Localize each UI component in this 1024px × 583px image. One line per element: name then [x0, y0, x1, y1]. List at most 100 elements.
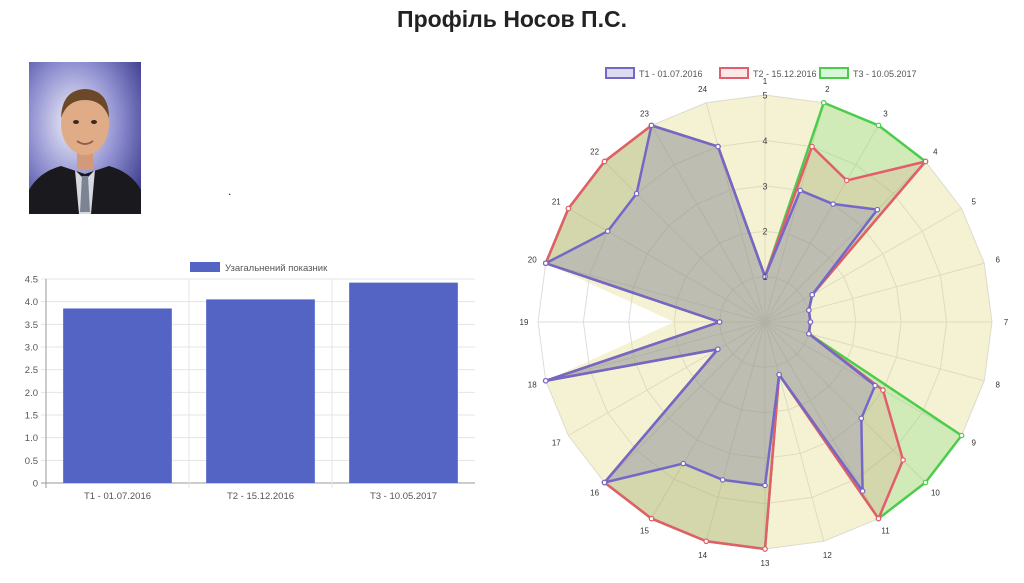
- legend-label: Т3 - 10.05.2017: [853, 69, 917, 79]
- radar-point: [806, 307, 812, 314]
- radar-point: [565, 205, 572, 212]
- radar-tick-label: 3: [762, 181, 767, 191]
- radar-point: [858, 415, 865, 422]
- y-tick-label: 1.0: [25, 433, 38, 444]
- radar-point: [633, 190, 640, 197]
- radar-axis-label: 24: [698, 85, 707, 94]
- radar-tick-label: 2: [762, 227, 767, 237]
- radar-axis-label: 22: [590, 148, 599, 157]
- y-tick-label: 0: [33, 479, 38, 490]
- radar-point: [797, 187, 804, 194]
- radar-point: [601, 479, 608, 486]
- x-tick-label: Т2 - 15.12.2016: [227, 491, 294, 502]
- radar-axis-label: 16: [590, 488, 599, 497]
- legend-swatch: [719, 67, 749, 79]
- radar-spoke: [705, 321, 766, 542]
- radar-spoke: [764, 125, 879, 323]
- radar-axis-label: 1: [763, 77, 768, 86]
- radar-axis-label: 18: [528, 380, 537, 389]
- radar-axis-label: 23: [640, 109, 649, 118]
- legend-swatch: [819, 67, 849, 79]
- radar-spoke: [764, 321, 825, 542]
- radar-spoke: [764, 321, 985, 382]
- radar-point: [719, 477, 726, 483]
- radar-point: [874, 206, 881, 213]
- radar-point: [776, 371, 782, 378]
- legend-label: Т1 - 01.07.2016: [639, 69, 703, 79]
- radar-point: [542, 377, 549, 384]
- radar-axis-label: 10: [931, 488, 940, 497]
- radar-spoke: [705, 102, 766, 323]
- radar-point: [809, 143, 815, 150]
- radar-point: [807, 319, 814, 325]
- radar-axis-label: 4: [933, 148, 938, 157]
- caption-dot: .: [228, 184, 232, 198]
- y-tick-label: 4.0: [25, 297, 38, 308]
- radar-axis-label: 6: [996, 256, 1001, 265]
- radar-tick-label: 5: [762, 91, 767, 101]
- radar-tick-label: 4: [762, 136, 767, 146]
- radar-point: [715, 143, 721, 150]
- radar-point: [680, 460, 687, 467]
- radar-point: [762, 273, 768, 280]
- radar-point: [843, 177, 850, 184]
- radar-point: [900, 457, 906, 463]
- radar-axis-label: 17: [552, 439, 561, 448]
- profile-photo: [29, 62, 141, 214]
- radar-point: [762, 482, 768, 489]
- radar-axis-label: 15: [640, 527, 649, 536]
- radar-spoke: [604, 321, 766, 483]
- radar-point: [716, 319, 723, 325]
- bar: [206, 299, 315, 483]
- radar-point: [875, 515, 882, 522]
- bar: [349, 282, 458, 483]
- radar-point: [872, 382, 878, 389]
- radar-point: [648, 122, 655, 129]
- radar-tick-label: 1: [762, 272, 767, 282]
- radar-point: [648, 515, 655, 522]
- legend-label: Узагальнений показник: [225, 263, 328, 274]
- radar-spoke: [604, 161, 766, 323]
- y-tick-label: 2.0: [25, 388, 38, 399]
- radar-spoke: [764, 321, 962, 436]
- radar-point: [542, 260, 549, 267]
- radar-point: [703, 538, 710, 545]
- y-tick-label: 1.5: [25, 411, 38, 422]
- radar-axis-label: 2: [825, 85, 830, 94]
- radar-axis-label: 3: [883, 109, 888, 118]
- radar-spoke: [764, 161, 926, 323]
- radar-spoke: [568, 208, 766, 323]
- radar-spoke: [764, 208, 962, 323]
- y-tick-label: 4.5: [25, 275, 38, 286]
- radar-point: [830, 201, 836, 207]
- legend-label: Т2 - 15.12.2016: [753, 69, 817, 79]
- y-tick-label: 3.0: [25, 343, 38, 354]
- radar-axis-label: 8: [996, 380, 1001, 389]
- radar-point: [922, 479, 929, 486]
- radar-point: [604, 228, 611, 235]
- radar-axis-label: 11: [881, 527, 890, 536]
- radar-point: [820, 99, 827, 106]
- radar-point: [880, 387, 886, 393]
- radar-spoke: [568, 321, 766, 436]
- radar-axis-label: 19: [520, 318, 529, 327]
- radar-axis-label: 5: [971, 198, 976, 207]
- y-tick-label: 2.5: [25, 365, 38, 376]
- radar-reference-area: [545, 95, 992, 549]
- legend-swatch: [190, 262, 220, 272]
- x-tick-label: Т1 - 01.07.2016: [84, 491, 151, 502]
- radar-spoke: [545, 321, 766, 382]
- radar-point: [601, 158, 608, 165]
- radar-point: [958, 432, 965, 439]
- y-tick-label: 0.5: [25, 456, 38, 467]
- y-tick-label: 3.5: [25, 320, 38, 331]
- radar-chart: 1234512345678910111213141516171819202122…: [520, 67, 1009, 568]
- radar-point: [809, 291, 815, 298]
- radar-point: [859, 488, 866, 494]
- radar-axis-label: 14: [698, 551, 707, 560]
- radar-point: [922, 158, 929, 165]
- radar-spoke: [764, 102, 825, 323]
- page-title: Профіль Носов П.С.: [397, 6, 627, 32]
- radar-axis-label: 13: [761, 559, 770, 568]
- radar-spoke: [764, 321, 926, 483]
